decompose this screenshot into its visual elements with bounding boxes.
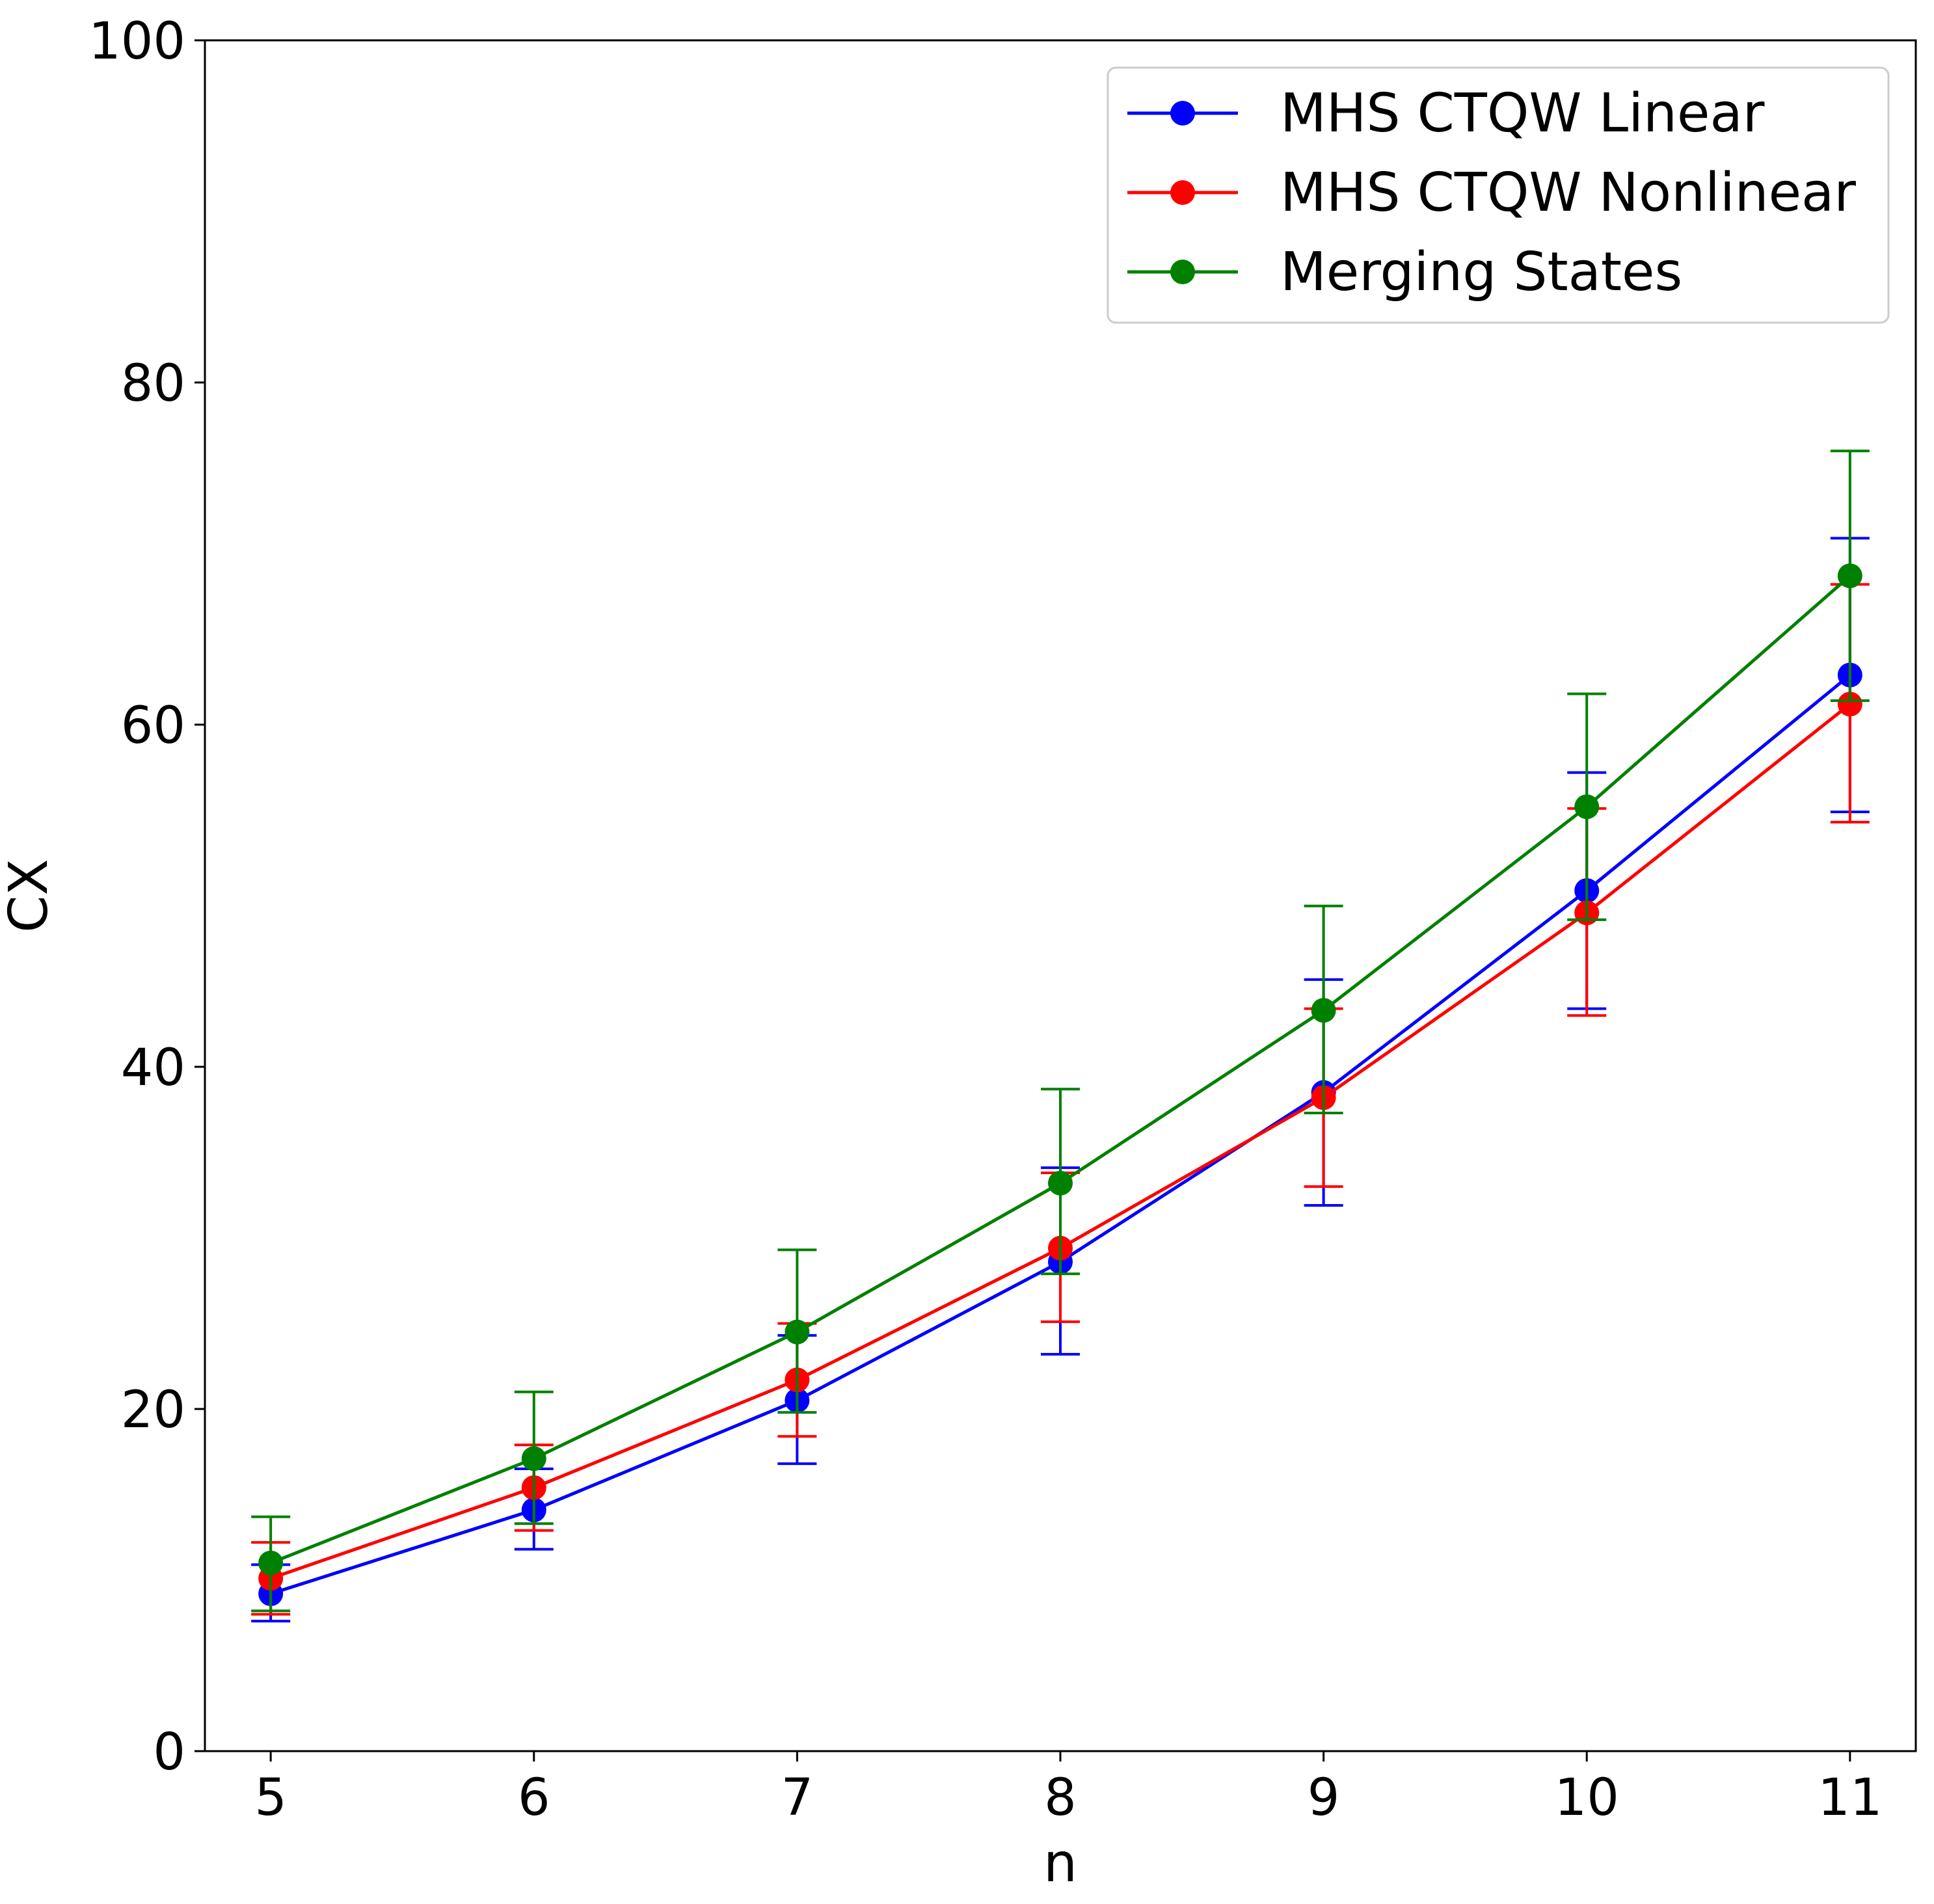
series-layer — [251, 449, 1870, 1623]
legend-marker-0 — [1170, 101, 1195, 126]
series-2 — [251, 449, 1870, 1613]
legend-entry-2: Merging States — [1127, 241, 1682, 303]
legend-entry-0: MHS CTQW Linear — [1127, 83, 1765, 144]
data-point — [1048, 1170, 1073, 1196]
x-axis-label: n — [1043, 1832, 1077, 1894]
data-point — [258, 1550, 284, 1575]
data-point — [785, 1319, 810, 1345]
legend-label-1: MHS CTQW Nonlinear — [1280, 162, 1856, 224]
x-tick-label: 9 — [1308, 1769, 1340, 1827]
legend: MHS CTQW Linear MHS CTQW Nonlinear Mergi… — [1107, 66, 1890, 324]
y-tick-label: 80 — [121, 355, 185, 413]
data-point — [1574, 794, 1600, 820]
y-axis-label: CX — [0, 859, 60, 932]
x-axis: 5 6 7 8 9 10 11 — [254, 1751, 1882, 1827]
y-tick-label: 0 — [153, 1723, 185, 1782]
legend-marker-2 — [1170, 260, 1195, 284]
data-point — [1311, 998, 1336, 1023]
data-point — [1837, 691, 1862, 717]
legend-label-2: Merging States — [1280, 241, 1682, 303]
y-axis: 0 20 40 60 80 100 — [88, 12, 205, 1782]
x-tick-label: 5 — [254, 1769, 287, 1827]
y-tick-label: 20 — [121, 1381, 185, 1440]
x-tick-label: 8 — [1044, 1769, 1077, 1827]
legend-entry-1: MHS CTQW Nonlinear — [1127, 162, 1856, 224]
x-tick-label: 10 — [1555, 1769, 1619, 1827]
y-tick-label: 60 — [121, 697, 185, 755]
legend-label-0: MHS CTQW Linear — [1280, 83, 1765, 144]
legend-marker-1 — [1170, 180, 1195, 205]
x-tick-label: 6 — [518, 1769, 550, 1827]
legend-box — [1107, 66, 1890, 324]
y-tick-label: 100 — [88, 12, 185, 71]
x-tick-label: 11 — [1818, 1769, 1882, 1827]
y-tick-label: 40 — [121, 1039, 185, 1097]
data-point — [1837, 563, 1862, 589]
x-tick-label: 7 — [781, 1769, 814, 1827]
data-point — [521, 1446, 546, 1471]
